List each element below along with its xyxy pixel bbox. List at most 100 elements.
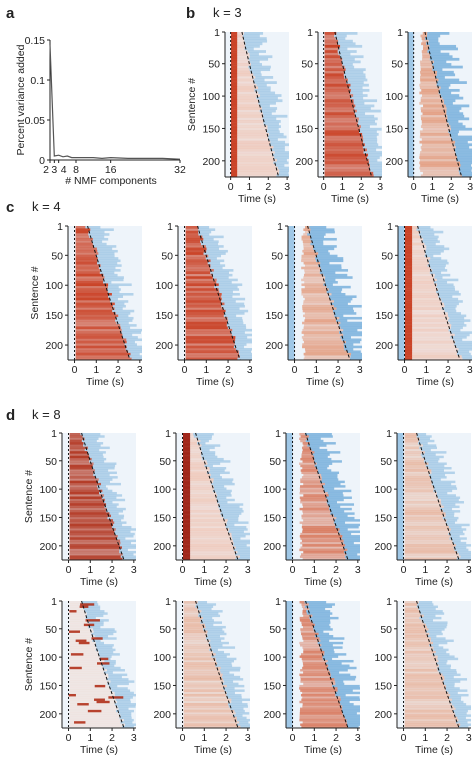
sustained-response: [324, 148, 367, 152]
weak-response: [404, 612, 421, 615]
post-offset-band: [462, 357, 472, 361]
post-offset-band: [215, 664, 233, 667]
post-offset-band: [425, 630, 442, 633]
post-offset-band: [217, 494, 232, 497]
weak-response: [183, 619, 201, 622]
post-offset-band: [436, 83, 451, 87]
post-offset-band: [338, 39, 353, 43]
late-response: [419, 83, 437, 87]
weak-response: [183, 707, 231, 711]
late-response: [299, 712, 343, 715]
sustained-response: [185, 314, 224, 318]
x-tick-label: 0: [290, 564, 296, 576]
sustained-response: [75, 281, 104, 284]
sustained-response: [324, 135, 363, 139]
post-offset-band: [368, 158, 378, 162]
sustained-response: [75, 290, 108, 294]
sustained-response: [75, 257, 98, 260]
sustained-response: [237, 94, 261, 97]
onset-response: [182, 442, 191, 445]
post-offset-band: [224, 302, 245, 306]
post-offset-band: [322, 655, 339, 658]
post-offset-band: [106, 669, 125, 672]
x-tick-label: 2: [333, 564, 339, 576]
post-offset-band: [126, 345, 142, 349]
x-tick-label: 0: [411, 181, 417, 193]
post-offset-band: [418, 233, 435, 236]
sustained-response: [324, 101, 354, 105]
post-offset-band: [311, 240, 324, 243]
sustained-response: [75, 314, 119, 318]
post-offset-band: [345, 716, 360, 720]
post-offset-band: [222, 673, 235, 677]
post-offset-band: [236, 718, 250, 722]
sustained-response: [324, 156, 367, 160]
sustained-response: [324, 42, 339, 46]
onset-response: [231, 70, 238, 74]
x-axis-label: Time (s): [194, 576, 232, 588]
sparse-burst: [77, 703, 89, 706]
onset-response: [182, 457, 191, 461]
weak-response: [404, 523, 448, 527]
post-offset-band: [317, 641, 344, 645]
y-tick-label: 0.1: [30, 75, 45, 87]
post-offset-band: [337, 689, 353, 692]
post-offset-band: [321, 473, 338, 477]
y-tick-label: 50: [51, 250, 63, 262]
x-tick-label: 2: [109, 564, 115, 576]
sustained-response: [237, 120, 264, 123]
sustained-response: [324, 50, 338, 53]
post-offset-band: [224, 680, 234, 683]
post-offset-band: [250, 60, 260, 64]
post-offset-band: [324, 650, 335, 654]
sustained-response: [412, 357, 463, 361]
y-tick-label: 50: [269, 456, 281, 468]
onset-response: [231, 164, 238, 167]
sustained-response: [185, 348, 236, 351]
post-offset-band: [448, 328, 461, 332]
post-offset-band: [95, 641, 104, 645]
post-offset-band: [332, 309, 354, 313]
y-tick-label: 200: [155, 340, 173, 352]
post-offset-band: [343, 73, 366, 77]
late-response: [302, 460, 315, 463]
sustained-response: [185, 333, 232, 337]
post-offset-band: [314, 464, 329, 468]
post-offset-band: [344, 65, 355, 69]
sustained-response: [75, 273, 104, 277]
onset-response: [231, 96, 238, 100]
sustained-response: [69, 489, 103, 493]
post-offset-band: [235, 557, 250, 561]
sparse-burst: [87, 709, 102, 713]
post-offset-band: [238, 352, 252, 356]
weak-response: [404, 457, 426, 461]
sustained-response: [75, 312, 116, 315]
x-tick-label: 1: [311, 732, 317, 744]
x-tick-label: 1: [423, 364, 429, 376]
late-response: [419, 86, 441, 90]
post-offset-band: [244, 39, 268, 43]
onset-response: [231, 107, 238, 110]
late-response: [301, 635, 315, 638]
sustained-response: [237, 143, 270, 147]
weak-response: [69, 718, 124, 722]
onset-response: [182, 546, 191, 549]
post-offset-band: [305, 439, 324, 443]
late-response: [302, 328, 344, 332]
y-tick-label: 50: [159, 456, 171, 468]
onset-response: [404, 283, 413, 287]
post-offset-band: [97, 261, 118, 265]
weak-response: [183, 650, 214, 654]
sustained-response: [185, 304, 222, 308]
post-offset-band: [114, 693, 136, 697]
post-offset-band: [363, 138, 378, 141]
sustained-response: [190, 487, 214, 490]
post-offset-band: [444, 682, 455, 686]
post-offset-band: [116, 321, 129, 325]
post-offset-band: [196, 442, 206, 445]
post-offset-band: [450, 535, 460, 538]
sustained-response: [69, 539, 121, 543]
late-response: [421, 148, 455, 152]
post-offset-band: [461, 174, 472, 178]
post-offset-band: [231, 698, 250, 701]
